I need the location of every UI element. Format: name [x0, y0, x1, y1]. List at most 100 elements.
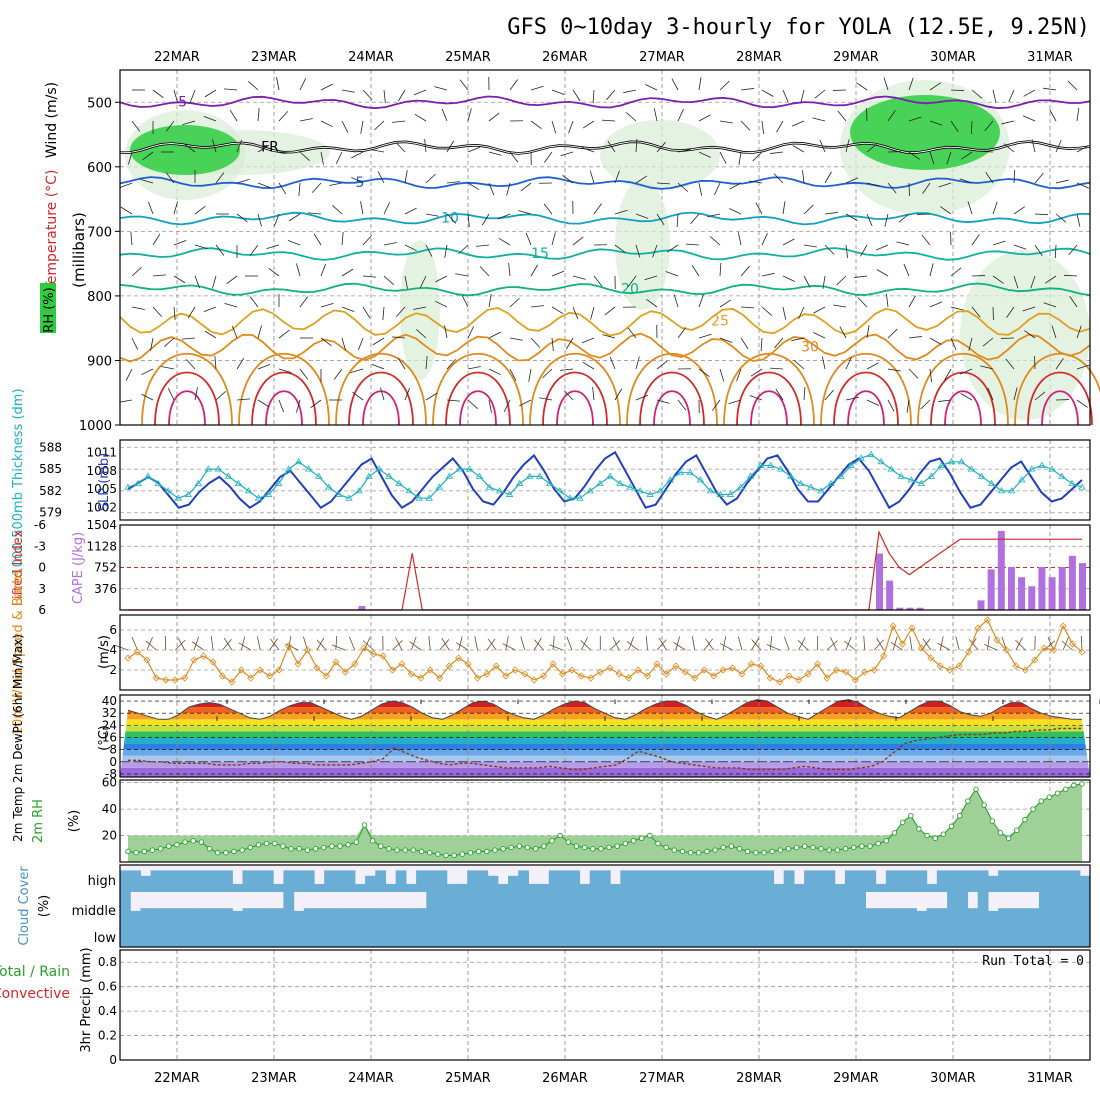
wind-barb — [231, 325, 238, 339]
wind-barb — [435, 300, 448, 308]
wind10m-point — [993, 636, 1001, 644]
thickness-point — [947, 458, 956, 465]
wind-barb — [776, 120, 784, 133]
rh2m-point — [916, 826, 922, 832]
cloud-bar — [1079, 892, 1091, 919]
cloud-bar — [906, 908, 917, 919]
wind-barb — [341, 232, 344, 246]
rh2m-point — [793, 844, 800, 851]
cloud-bar — [875, 908, 887, 919]
wind10m-point — [190, 656, 198, 664]
wind-barb — [1076, 399, 1088, 408]
cloud-bar — [834, 883, 846, 892]
rh2m-point — [565, 839, 572, 845]
cloud-bar — [538, 883, 550, 892]
cloud-bar — [620, 919, 632, 947]
wind10m-point — [1040, 644, 1048, 652]
cloud-bar — [650, 870, 662, 892]
rh2m-point — [965, 798, 971, 804]
rh2m-point — [622, 840, 629, 847]
wind-barb — [551, 270, 565, 277]
temp-band — [120, 719, 1090, 726]
wind-barb — [320, 263, 327, 277]
slp-line — [127, 450, 1083, 510]
cloud-bar — [681, 892, 693, 919]
wind-barb — [119, 182, 133, 189]
wind10m-point — [237, 666, 245, 674]
rh2m-point — [541, 843, 547, 849]
wind10m-point — [832, 666, 840, 674]
cloud-bar — [1028, 870, 1040, 892]
wind10m-barb — [269, 638, 279, 651]
wind-barb — [803, 275, 811, 288]
wind-barb — [236, 139, 243, 153]
thickness-point — [415, 494, 423, 501]
sounding-frame — [119, 69, 1091, 426]
temp2m-frame — [119, 694, 1091, 778]
wind-barb — [226, 275, 238, 285]
rh2m-point — [989, 818, 996, 824]
wind-barb — [341, 120, 349, 133]
wind10m-barb — [240, 636, 246, 651]
cloud-bar — [967, 870, 979, 892]
wind-barb — [397, 357, 406, 370]
cloud-bar — [528, 883, 540, 892]
wind10m-point — [1002, 646, 1011, 654]
bottom-date-label: 22MAR — [154, 1071, 200, 1086]
cloud-bar — [579, 883, 591, 892]
wind-barb — [770, 367, 784, 370]
wind-barb — [592, 89, 595, 103]
cloud-bar — [661, 870, 672, 892]
wind-barb — [883, 77, 889, 91]
rh2m-point — [532, 846, 539, 852]
wind-barb — [845, 139, 850, 153]
wind-barb — [652, 244, 658, 258]
cloud-bar — [1018, 919, 1030, 947]
thickness-point — [666, 476, 674, 483]
wind-barb — [782, 306, 787, 320]
wind-barb — [656, 399, 670, 404]
chart-title: GFS 0~10day 3-hourly for YOLA (12.5E, 9.… — [507, 15, 1090, 40]
rh2m-label: 2m RH — [31, 799, 46, 843]
wind10m-point — [587, 674, 595, 682]
wind10m-barb — [458, 636, 463, 651]
cloud-bar — [804, 919, 815, 947]
surface-isotherm — [542, 371, 608, 426]
thickness-point — [295, 458, 303, 465]
wind10m-barb — [645, 636, 648, 651]
precip-tick-label: 0 — [109, 1053, 117, 1067]
wind10m-point — [1021, 666, 1029, 674]
wind10m-point — [549, 660, 557, 668]
lifted-tick-label: 3 — [38, 582, 46, 596]
surface-isotherm — [820, 353, 912, 426]
rh2m-point — [859, 843, 865, 849]
cloud-bar — [957, 870, 969, 892]
cloud-bar — [610, 883, 621, 892]
wind-barb — [278, 368, 292, 373]
wind-barb — [614, 209, 628, 215]
wind10m-barb — [552, 636, 555, 651]
wind-barb — [857, 297, 868, 308]
cloud-bar — [426, 919, 438, 947]
rh2m-point — [704, 848, 710, 855]
wind10m-barb — [873, 639, 885, 651]
rh2m-point — [769, 848, 775, 855]
wind-barb — [467, 399, 478, 409]
cloud-bar — [456, 883, 468, 892]
rh2m-point — [214, 849, 221, 856]
wind-barb — [377, 171, 385, 184]
cape-bar — [1068, 555, 1076, 610]
thickness-point — [636, 487, 644, 494]
cloud-bar — [232, 919, 244, 947]
cloud-bar — [885, 919, 897, 947]
rh2m-point — [956, 812, 963, 819]
rh2m-point — [296, 846, 302, 852]
precip-panel: 0 0.2 0.4 0.6 0.8 Run Total = 0 Total / Rain… — [0, 947, 1091, 1067]
wind-barb — [960, 151, 973, 160]
wind10m-barb — [1080, 635, 1083, 651]
wind10m-point — [407, 670, 415, 678]
cloud-bar — [487, 919, 499, 947]
wind-barb — [671, 78, 679, 91]
cloud-bar — [426, 892, 438, 919]
wind-barb — [1051, 325, 1057, 339]
